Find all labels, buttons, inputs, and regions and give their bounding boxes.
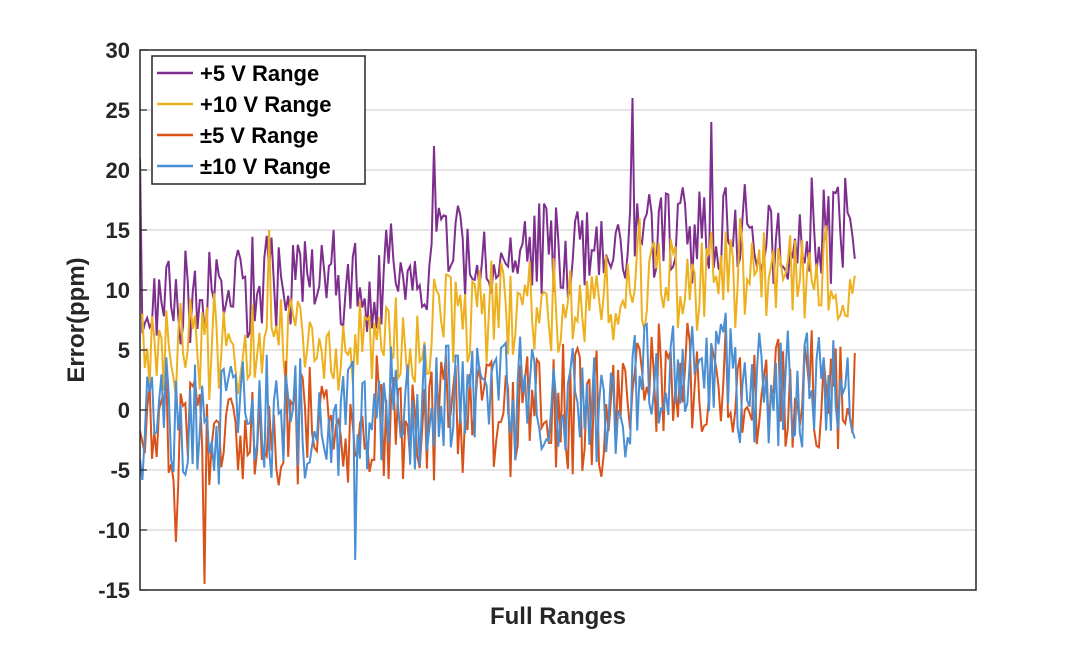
y-tick-label: 20 — [106, 158, 130, 183]
legend-label-3: ±5 V Range — [200, 123, 318, 148]
legend-label-4: ±10 V Range — [200, 154, 331, 179]
x-axis-title: Full Ranges — [490, 603, 626, 630]
series-line-2 — [140, 217, 856, 400]
y-tick-label: 15 — [106, 218, 130, 243]
plot-frame — [139, 49, 977, 591]
y-tick-label: -15 — [98, 578, 130, 603]
y-tick-label: 5 — [118, 338, 130, 363]
legend-label-1: +5 V Range — [200, 61, 319, 86]
series-layer — [140, 97, 856, 585]
legend-label-2: +10 V Range — [200, 92, 331, 117]
series-line-1 — [140, 97, 856, 345]
y-axis-title: Error(ppm) — [63, 257, 90, 382]
y-axis-ticks: 30 25 20 15 10 5 0 -5 -10 -15 — [98, 38, 147, 603]
y-tick-label: 0 — [118, 398, 130, 423]
y-tick-label: 25 — [106, 98, 130, 123]
y-tick-label: -10 — [98, 518, 130, 543]
y-tick-label: 10 — [106, 278, 130, 303]
series-line-4 — [140, 312, 856, 561]
y-tick-label: -5 — [110, 458, 130, 483]
legend: +5 V Range +10 V Range ±5 V Range ±10 V Ran… — [151, 55, 366, 185]
y-tick-label: 30 — [106, 38, 130, 63]
legend-box — [151, 55, 366, 185]
